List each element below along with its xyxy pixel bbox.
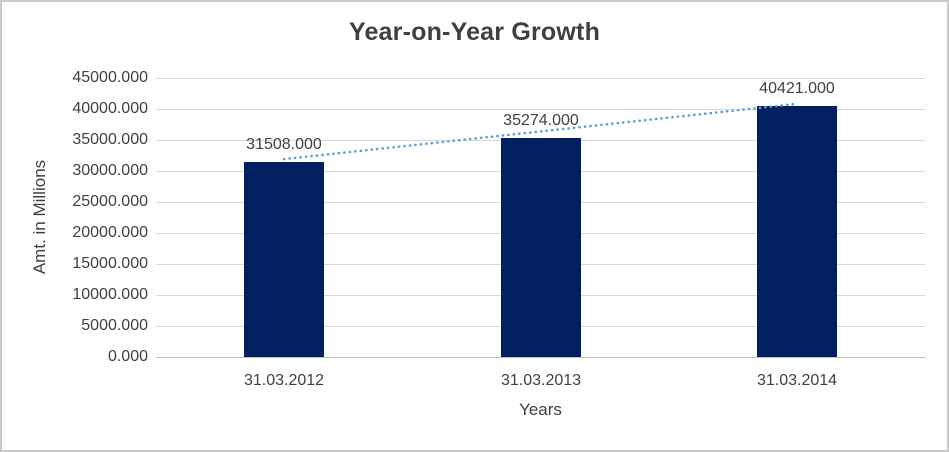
y-tick-label: 15000.000 bbox=[72, 255, 148, 272]
y-tick-label: 35000.000 bbox=[72, 131, 148, 148]
x-tick-label: 31.03.2012 bbox=[243, 372, 325, 389]
bar-31.03.2014 bbox=[757, 106, 837, 357]
bar-value-label: 31508.000 bbox=[246, 136, 322, 153]
y-tick-label: 30000.000 bbox=[72, 162, 148, 179]
y-tick-label: 20000.000 bbox=[72, 224, 148, 241]
chart-title: Year-on-Year Growth bbox=[348, 18, 601, 46]
bar-value-label: 40421.000 bbox=[759, 80, 835, 97]
y-tick-label: 0.000 bbox=[107, 348, 148, 365]
x-axis-line bbox=[156, 357, 925, 358]
bar-31.03.2013 bbox=[501, 138, 581, 357]
y-tick-label: 5000.000 bbox=[81, 317, 148, 334]
y-tick-label: 10000.000 bbox=[72, 286, 148, 303]
gridline bbox=[156, 78, 925, 79]
x-tick-label: 31.03.2013 bbox=[500, 372, 582, 389]
y-tick-label: 25000.000 bbox=[72, 193, 148, 210]
bar-value-label: 35274.000 bbox=[503, 112, 579, 129]
x-axis-title: Years bbox=[519, 400, 562, 419]
bar-31.03.2012 bbox=[244, 162, 324, 357]
y-tick-label: 40000.000 bbox=[72, 100, 148, 117]
y-tick-label: 45000.000 bbox=[72, 69, 148, 86]
x-tick-label: 31.03.2014 bbox=[756, 372, 838, 389]
